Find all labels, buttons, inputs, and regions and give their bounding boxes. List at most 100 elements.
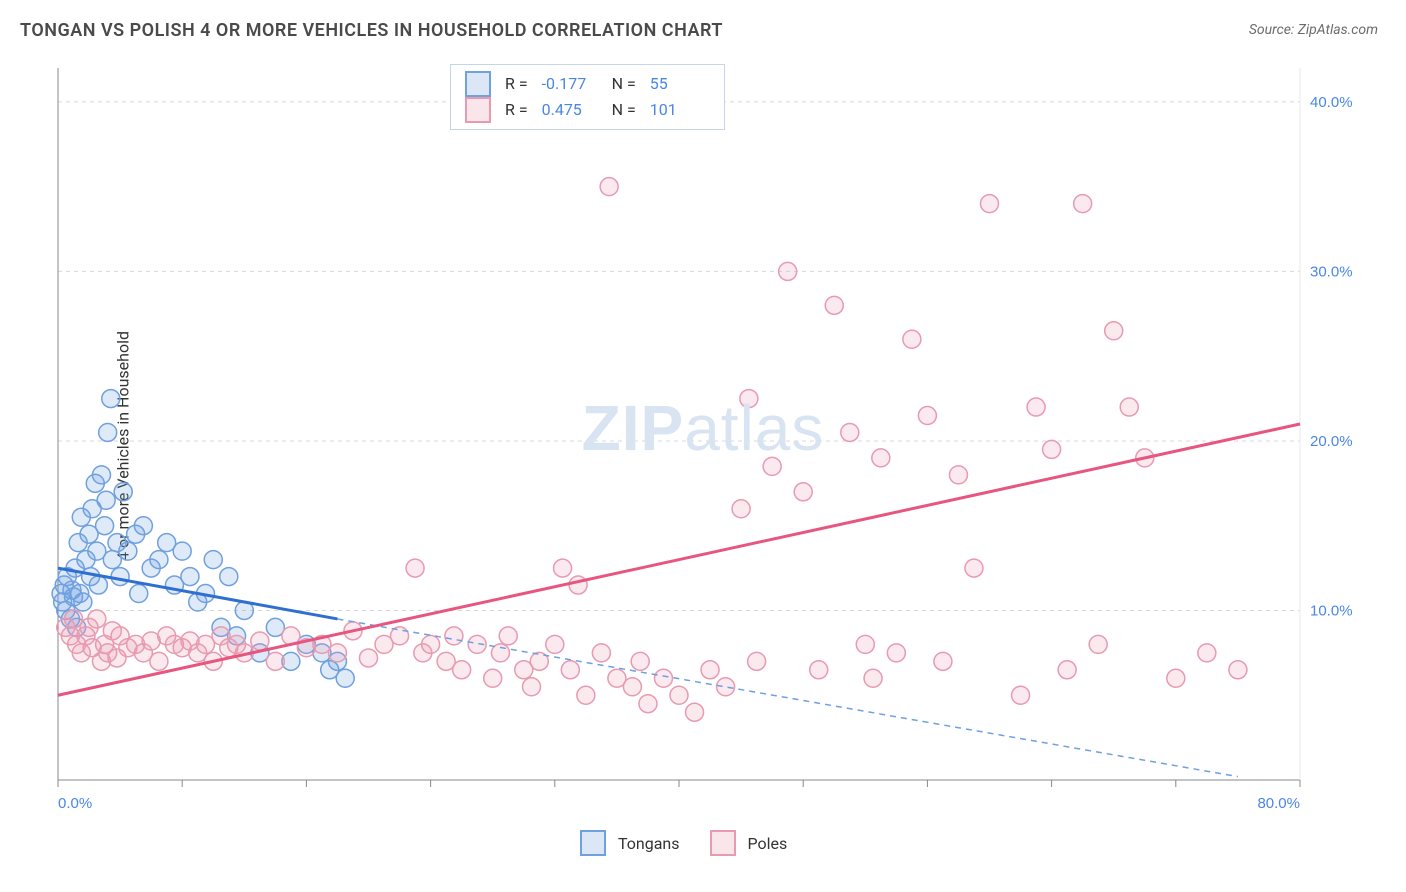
data-point bbox=[102, 390, 120, 408]
data-point bbox=[1120, 398, 1138, 416]
data-point bbox=[97, 491, 115, 509]
data-point bbox=[251, 632, 269, 650]
r-value: -0.177 bbox=[542, 71, 602, 97]
data-point bbox=[445, 627, 463, 645]
data-point bbox=[903, 330, 921, 348]
data-point bbox=[88, 610, 106, 628]
data-point bbox=[150, 551, 168, 569]
r-value: 0.475 bbox=[542, 97, 602, 123]
data-point bbox=[1012, 686, 1030, 704]
data-point bbox=[119, 542, 137, 560]
y-tick-label: 40.0% bbox=[1310, 94, 1353, 111]
data-point bbox=[740, 390, 758, 408]
data-point bbox=[732, 500, 750, 518]
data-point bbox=[864, 669, 882, 687]
legend-label: Tongans bbox=[618, 834, 680, 853]
data-point bbox=[1198, 644, 1216, 662]
data-point bbox=[173, 542, 191, 560]
data-point bbox=[523, 678, 541, 696]
y-tick-label: 30.0% bbox=[1310, 263, 1353, 280]
n-value: 101 bbox=[650, 97, 710, 123]
data-point bbox=[130, 585, 148, 603]
data-point bbox=[546, 635, 564, 653]
data-point bbox=[577, 686, 595, 704]
stats-row: R = 0.475 N = 101 bbox=[465, 97, 710, 123]
data-point bbox=[1105, 322, 1123, 340]
legend-label: Poles bbox=[748, 834, 788, 853]
n-label: N = bbox=[612, 97, 636, 123]
data-point bbox=[965, 559, 983, 577]
x-tick-label: 0.0% bbox=[58, 795, 92, 812]
scatter-plot: 10.0% 20.0% 30.0% 40.0% 0.0% 80.0% bbox=[50, 60, 1370, 820]
data-point bbox=[631, 652, 649, 670]
data-point bbox=[763, 457, 781, 475]
data-point bbox=[114, 483, 132, 501]
data-point bbox=[92, 466, 110, 484]
data-point bbox=[484, 669, 502, 687]
data-point bbox=[600, 178, 618, 196]
data-point bbox=[934, 652, 952, 670]
data-point bbox=[74, 593, 92, 611]
data-point bbox=[981, 195, 999, 213]
data-point bbox=[360, 649, 378, 667]
data-point bbox=[266, 652, 284, 670]
data-point bbox=[204, 551, 222, 569]
data-point bbox=[220, 568, 238, 586]
data-point bbox=[1027, 398, 1045, 416]
series-swatch bbox=[580, 830, 606, 856]
data-point bbox=[670, 686, 688, 704]
data-point bbox=[949, 466, 967, 484]
data-point bbox=[872, 449, 890, 467]
data-point bbox=[561, 661, 579, 679]
chart-title: TONGAN VS POLISH 4 OR MORE VEHICLES IN H… bbox=[20, 20, 723, 41]
x-tick-label: 80.0% bbox=[1257, 795, 1300, 812]
data-point bbox=[1043, 440, 1061, 458]
data-point bbox=[453, 661, 471, 679]
data-point bbox=[134, 517, 152, 535]
y-tick-label: 10.0% bbox=[1310, 602, 1353, 619]
data-point bbox=[592, 644, 610, 662]
y-tick-label: 20.0% bbox=[1310, 433, 1353, 450]
data-point bbox=[336, 669, 354, 687]
data-point bbox=[794, 483, 812, 501]
n-value: 55 bbox=[650, 71, 710, 97]
data-point bbox=[96, 517, 114, 535]
correlation-stats-box: R = -0.177 N = 55 R = 0.475 N = 101 bbox=[450, 64, 725, 130]
legend-item: Tongans bbox=[580, 830, 680, 856]
data-point bbox=[639, 695, 657, 713]
data-point bbox=[89, 576, 107, 594]
data-point bbox=[499, 627, 517, 645]
data-point bbox=[111, 568, 129, 586]
data-point bbox=[422, 635, 440, 653]
legend-bottom: Tongans Poles bbox=[580, 830, 787, 856]
stats-row: R = -0.177 N = 55 bbox=[465, 71, 710, 97]
data-point bbox=[328, 644, 346, 662]
data-point bbox=[181, 568, 199, 586]
data-point bbox=[810, 661, 828, 679]
source-label: Source: ZipAtlas.com bbox=[1249, 22, 1378, 38]
data-point bbox=[99, 423, 117, 441]
data-point bbox=[717, 678, 735, 696]
data-point bbox=[701, 661, 719, 679]
data-point bbox=[1074, 195, 1092, 213]
series-swatch bbox=[465, 97, 491, 123]
data-point bbox=[1167, 669, 1185, 687]
r-label: R = bbox=[505, 71, 528, 97]
data-point bbox=[1089, 635, 1107, 653]
data-point bbox=[748, 652, 766, 670]
data-point bbox=[856, 635, 874, 653]
data-point bbox=[825, 296, 843, 314]
n-label: N = bbox=[612, 71, 636, 97]
data-point bbox=[554, 559, 572, 577]
data-point bbox=[841, 423, 859, 441]
data-point bbox=[406, 559, 424, 577]
data-point bbox=[779, 262, 797, 280]
r-label: R = bbox=[505, 97, 528, 123]
data-point bbox=[654, 669, 672, 687]
data-point bbox=[1229, 661, 1247, 679]
data-point bbox=[1058, 661, 1076, 679]
data-point bbox=[686, 703, 704, 721]
legend-item: Poles bbox=[710, 830, 788, 856]
data-point bbox=[150, 652, 168, 670]
data-point bbox=[623, 678, 641, 696]
